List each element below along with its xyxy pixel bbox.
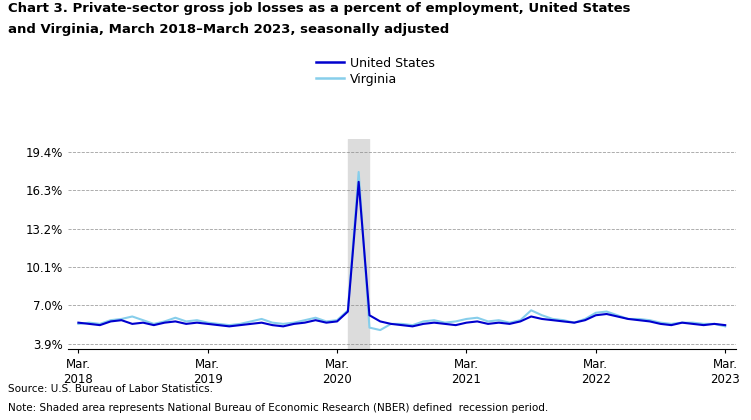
Bar [348, 139, 369, 349]
Text: Note: Shaded area represents National Bureau of Economic Research (NBER) defined: Note: Shaded area represents National Bu… [8, 403, 547, 413]
Text: and Virginia, March 2018–March 2023, seasonally adjusted: and Virginia, March 2018–March 2023, sea… [8, 23, 449, 36]
Text: Chart 3. Private-sector gross job losses as a percent of employment, United Stat: Chart 3. Private-sector gross job losses… [8, 2, 630, 15]
Text: Source: U.S. Bureau of Labor Statistics.: Source: U.S. Bureau of Labor Statistics. [8, 384, 213, 394]
Legend: United States, Virginia: United States, Virginia [316, 57, 435, 86]
